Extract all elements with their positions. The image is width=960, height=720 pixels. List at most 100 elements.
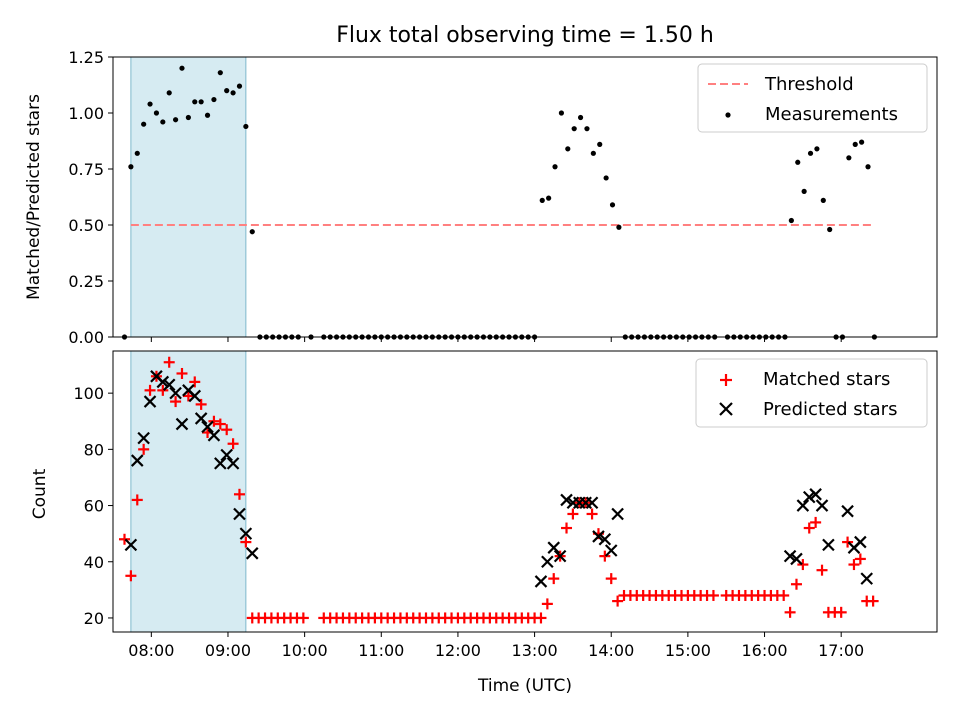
matched-star-point	[176, 367, 188, 379]
predicted-star-point	[534, 575, 548, 588]
predicted-star-point	[156, 375, 170, 389]
matched-star-point	[541, 598, 553, 610]
top-y-tick-label: 0.25	[68, 272, 104, 291]
bottom-axes-frame	[112, 350, 938, 633]
x-tick-label: 10:00	[282, 641, 328, 660]
predicted-star-point	[214, 457, 227, 470]
x-tick-label: 16:00	[741, 641, 787, 660]
bottom-legend-box	[695, 358, 928, 428]
x-tick-label: 11:00	[358, 641, 404, 660]
matched-star-point	[208, 415, 220, 427]
matched-star-point	[599, 550, 611, 562]
bottom-y-tick-label: 60	[84, 497, 104, 516]
measurement-point	[243, 123, 249, 130]
predicted-star-point	[783, 549, 797, 563]
x-tick-label: 15:00	[665, 641, 711, 660]
bottom-y-ticks: 20 40 60 80 100	[73, 384, 113, 628]
predicted-star-point	[854, 535, 867, 549]
matched-star-point	[214, 418, 226, 430]
top-panel: 0.00 0.25 0.50 0.75 1.00 1.25 Matched/Predict…	[24, 48, 938, 347]
matched-star-point	[170, 396, 182, 408]
measurement-point	[616, 224, 622, 230]
top-legend: Threshold Measurements	[697, 63, 928, 133]
measurement-point	[788, 217, 794, 224]
matched-star-point	[240, 536, 252, 548]
predicted-legend-swatch	[719, 402, 733, 416]
matched-star-point	[548, 573, 560, 585]
measurement-point	[224, 88, 230, 94]
bottom-y-tick-label: 80	[84, 440, 104, 459]
matched-star-point	[157, 384, 169, 396]
predicted-star-point	[124, 538, 138, 552]
predicted-star-point	[547, 541, 561, 554]
matched-star-point	[535, 612, 547, 624]
predicted-star-point	[233, 507, 246, 521]
predicted-star-point	[553, 549, 567, 563]
matched-star-point	[118, 533, 130, 545]
measurement-point	[128, 164, 134, 170]
top-y-tick-label: 1.25	[68, 48, 104, 67]
predicted-star-point	[815, 499, 829, 512]
predicted-star-point	[143, 395, 157, 408]
measurement-point	[166, 90, 172, 96]
measurement-point	[565, 146, 571, 152]
top-y-ticks: 0.00 0.25 0.50 0.75 1.00 1.25	[68, 48, 113, 347]
matched-star-point	[803, 522, 815, 534]
x-tick-label: 17:00	[818, 641, 864, 660]
matched-legend-label: Matched stars	[763, 369, 890, 390]
measurement-point	[179, 65, 185, 71]
matched-star-point	[835, 606, 847, 618]
measurement-point	[820, 197, 826, 203]
matched-star-point	[707, 589, 719, 601]
measurements-legend-swatch	[725, 112, 731, 118]
measurement-point	[807, 150, 814, 156]
predicted-stars-series	[124, 370, 874, 588]
measurement-point	[609, 202, 616, 208]
top-y-axis-label: Matched/Predicted stars	[24, 94, 44, 300]
predicted-star-point	[611, 507, 624, 521]
x-tick-label: 14:00	[588, 641, 634, 660]
matched-star-point	[195, 398, 207, 410]
predicted-star-point	[194, 412, 208, 425]
predicted-star-point	[604, 544, 618, 557]
matched-star-point	[586, 508, 598, 520]
x-tick-label: 09:00	[205, 641, 251, 660]
measurement-point	[141, 121, 147, 127]
measurement-point	[795, 159, 801, 165]
top-y-tick-label: 0.75	[68, 160, 104, 179]
matched-star-point	[810, 516, 822, 528]
top-axes-frame	[112, 56, 938, 338]
matched-stars-series	[118, 356, 879, 624]
predicted-star-point	[220, 448, 233, 462]
x-tick-label: 08:00	[128, 641, 174, 660]
top-y-tick-label: 0.00	[68, 328, 104, 347]
measurement-point	[801, 188, 807, 194]
bottom-y-axis-label: Count	[30, 468, 50, 519]
predicted-star-point	[188, 389, 202, 403]
x-axis-label: Time (UTC)	[477, 676, 572, 696]
measurement-point	[204, 112, 211, 118]
bottom-panel: 20 40 60 80 100 08:00 09:00 10:00 11:00 12:00 13:…	[30, 350, 938, 696]
matched-star-point	[138, 443, 150, 455]
predicted-star-point	[841, 504, 854, 518]
measurement-point	[571, 126, 577, 132]
measurement-point	[590, 150, 596, 156]
matched-star-point	[561, 522, 573, 534]
measurement-point	[846, 155, 852, 161]
measurement-point	[249, 229, 255, 235]
matched-star-point	[797, 559, 809, 571]
matched-star-point	[784, 606, 796, 618]
matched-legend-swatch	[720, 374, 732, 386]
predicted-star-point	[809, 488, 822, 501]
predicted-star-point	[860, 572, 874, 585]
measurement-point	[192, 99, 198, 105]
matched-star-point	[605, 573, 617, 585]
matched-star-point	[221, 424, 233, 436]
matched-star-point	[848, 559, 860, 571]
x-tick-label: 13:00	[512, 641, 558, 660]
matched-star-point	[816, 564, 828, 576]
predicted-star-point	[245, 547, 259, 560]
predicted-star-point	[130, 454, 144, 467]
bottom-legend: Matched stars Predicted stars	[695, 358, 928, 428]
predicted-star-point	[592, 530, 605, 543]
